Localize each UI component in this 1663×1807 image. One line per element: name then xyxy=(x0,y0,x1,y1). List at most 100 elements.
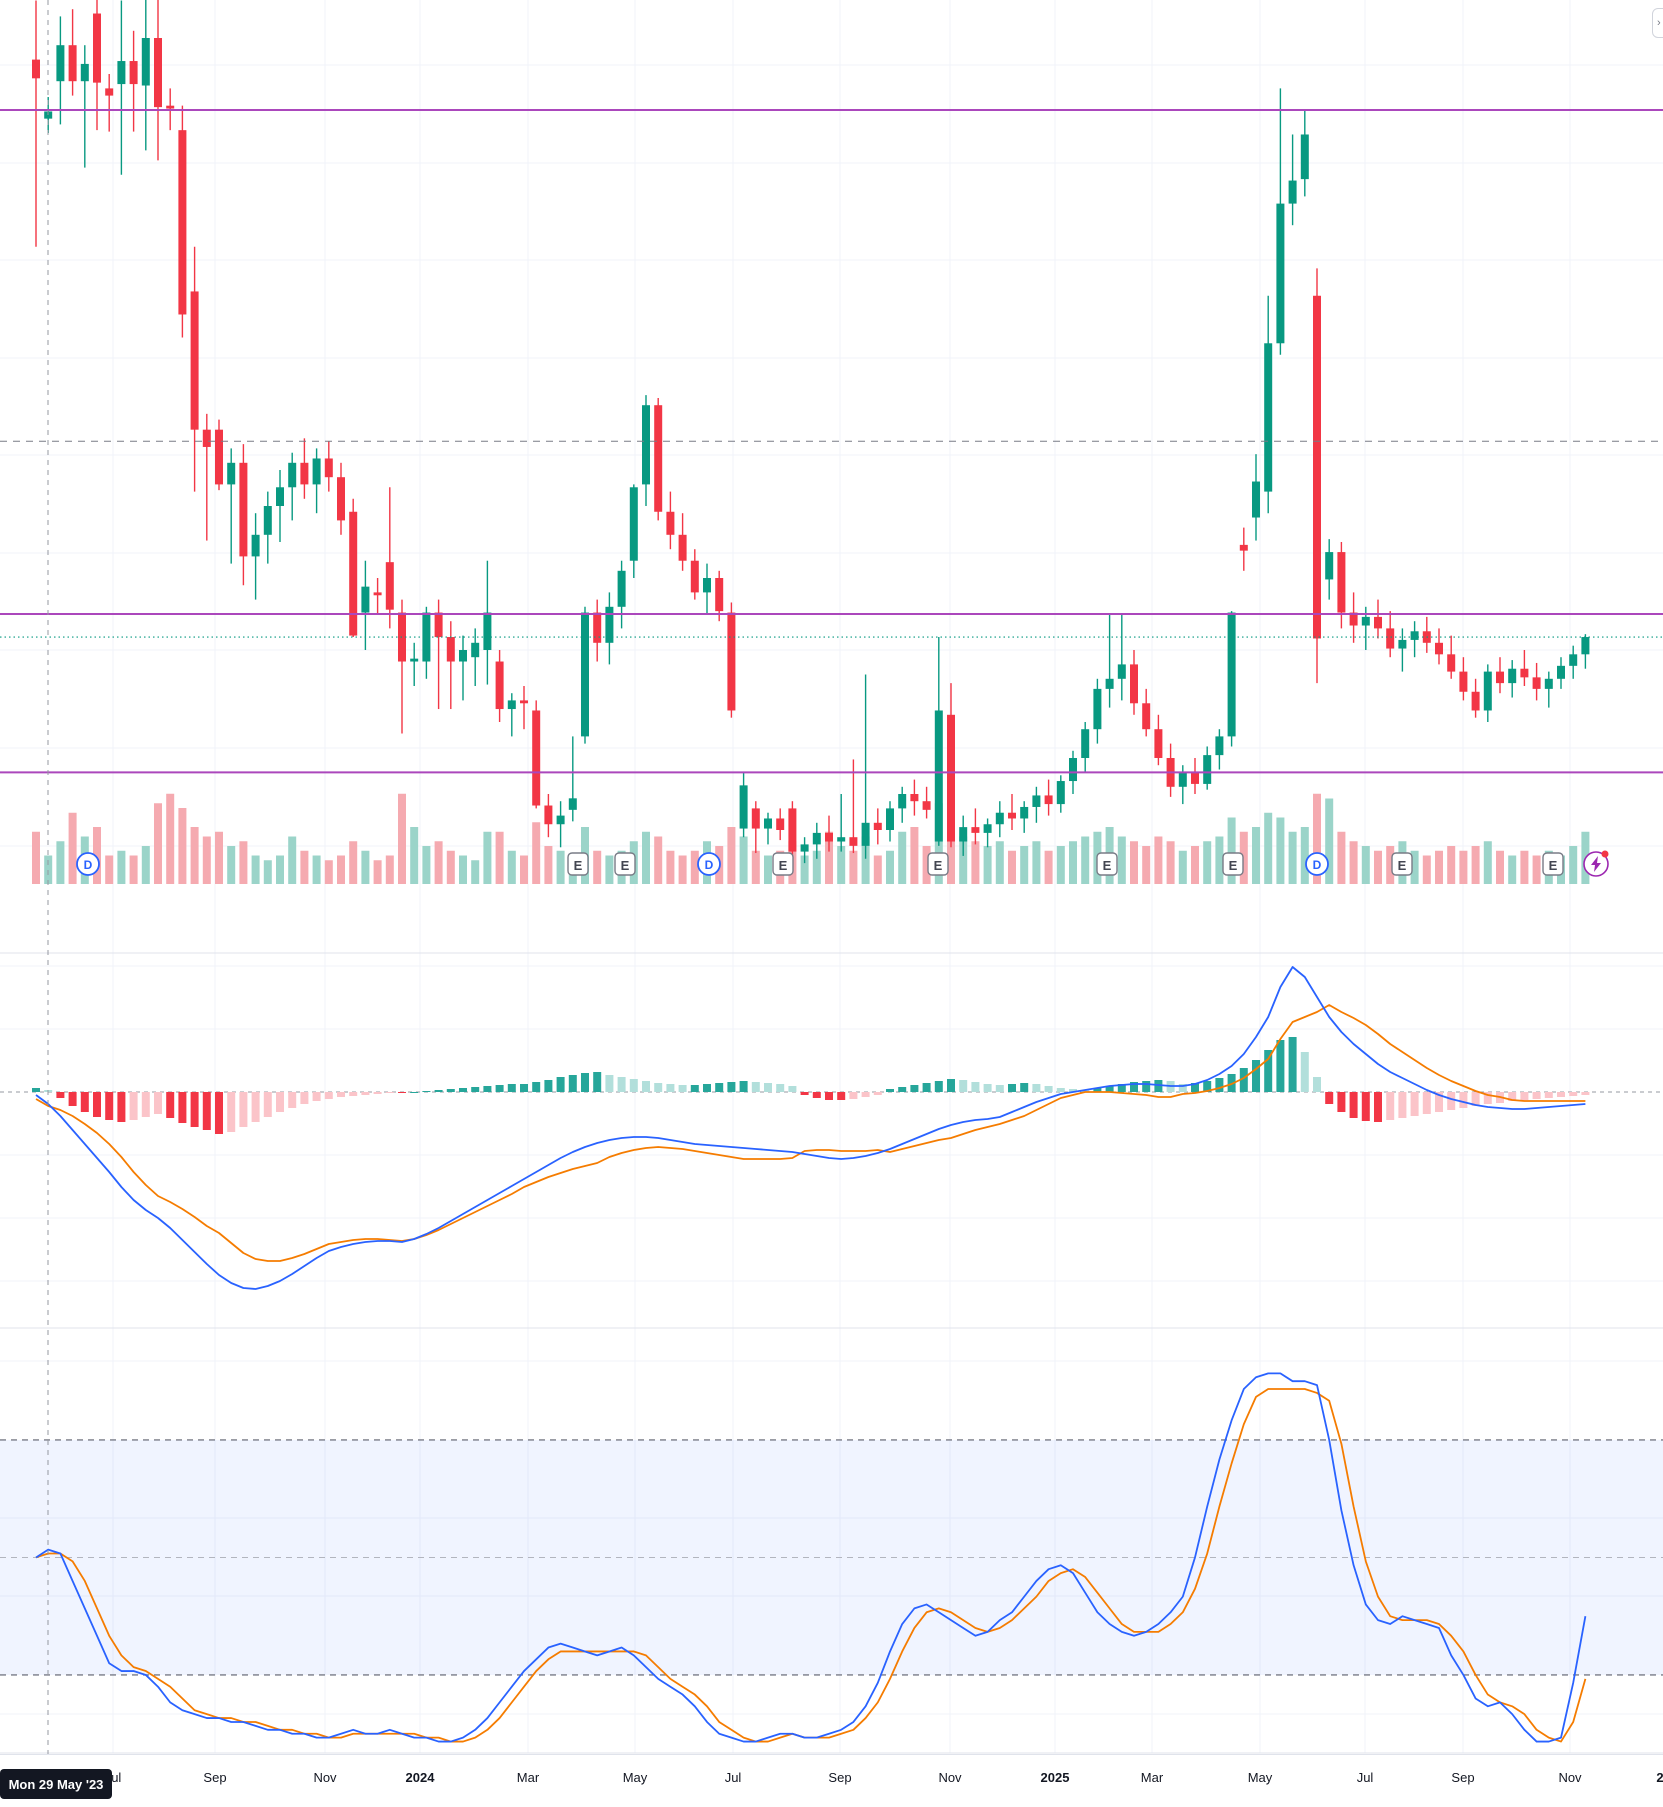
time-axis-label[interactable]: 2025 xyxy=(1040,1770,1070,1785)
volume-bar xyxy=(642,831,650,884)
time-axis-label[interactable]: Mar xyxy=(1140,1770,1164,1785)
time-axis-label[interactable]: Nov xyxy=(1558,1770,1582,1785)
volume-bar xyxy=(837,846,846,884)
dividend-marker[interactable]: D xyxy=(697,852,721,876)
macd-histogram-bar xyxy=(1264,1050,1273,1092)
candle-body xyxy=(1532,677,1541,689)
earnings-badge xyxy=(567,852,589,876)
volume-bar xyxy=(1178,850,1187,884)
volume-bar xyxy=(263,860,272,884)
macd-histogram-bar xyxy=(861,1092,870,1097)
candle-body xyxy=(373,592,382,596)
candle-body xyxy=(898,794,907,809)
earnings-marker[interactable]: E xyxy=(567,852,589,876)
time-axis-label[interactable]: Nov xyxy=(938,1770,962,1785)
candle-body xyxy=(434,612,443,638)
earnings-marker[interactable]: E xyxy=(927,852,949,876)
dividend-marker[interactable]: D xyxy=(76,852,100,876)
volume-bar xyxy=(1166,841,1175,884)
candle-body xyxy=(68,45,77,82)
candle-body xyxy=(1130,664,1138,704)
macd-histogram-bar xyxy=(178,1092,187,1123)
macd-histogram-bar xyxy=(471,1087,480,1092)
candle-body xyxy=(910,794,919,802)
macd-histogram-bar xyxy=(788,1086,797,1092)
earnings-marker[interactable]: E xyxy=(1222,852,1244,876)
candle-body xyxy=(642,405,650,485)
volume-bar xyxy=(544,846,553,884)
price-lines[interactable] xyxy=(0,109,1663,774)
macd-histogram-bar xyxy=(1544,1092,1553,1098)
earnings-badge xyxy=(1542,852,1564,876)
time-axis-label[interactable]: 2 xyxy=(1656,1770,1663,1785)
macd-histogram-bar xyxy=(1093,1088,1102,1092)
candle-body xyxy=(251,534,260,557)
time-axis-label[interactable]: May xyxy=(1247,1770,1273,1785)
earnings-marker[interactable]: E xyxy=(1096,852,1118,876)
time-axis-label[interactable]: Jul xyxy=(724,1770,742,1785)
volume-bar xyxy=(764,855,772,884)
lightning-icon[interactable] xyxy=(1583,850,1609,877)
volume-bar xyxy=(886,850,894,884)
time-axis-label[interactable]: Sep xyxy=(203,1770,227,1785)
time-axis-label[interactable]: Nov xyxy=(313,1770,337,1785)
stochastic-k-line xyxy=(35,1372,1587,1743)
macd-histogram-bar xyxy=(215,1092,223,1134)
candle-body xyxy=(1020,806,1029,819)
time-axis-label[interactable]: 2024 xyxy=(405,1770,435,1785)
candle-body xyxy=(227,462,236,485)
time-axis-label[interactable]: Sep xyxy=(828,1770,852,1785)
macd-histogram-bar xyxy=(1398,1092,1407,1118)
earnings-letter: E xyxy=(621,858,630,873)
macd-histogram-bar xyxy=(398,1092,406,1093)
volume-bar xyxy=(1374,850,1382,884)
volume-bar xyxy=(751,850,760,884)
volume-bar xyxy=(1300,827,1309,884)
macd-panel[interactable] xyxy=(0,966,1663,1290)
volume-bar xyxy=(1337,831,1346,884)
macd-histogram-bar xyxy=(1337,1092,1346,1112)
chevron-right-icon[interactable]: › xyxy=(1652,8,1663,38)
macd-histogram-bar xyxy=(1081,1090,1090,1092)
macd-histogram-bar xyxy=(1374,1092,1382,1122)
macd-histogram-bar xyxy=(910,1085,919,1092)
candle-body xyxy=(1288,180,1297,204)
volume-bar xyxy=(178,808,187,884)
volume-bar xyxy=(1569,846,1578,884)
time-axis[interactable] xyxy=(0,1754,1663,1807)
time-axis-label[interactable]: May xyxy=(622,1770,648,1785)
earnings-marker[interactable]: E xyxy=(1391,852,1413,876)
candle-body xyxy=(1374,616,1382,629)
earnings-letter: E xyxy=(1103,858,1112,873)
time-axis-label[interactable]: Jul xyxy=(1356,1770,1374,1785)
volume-bar xyxy=(239,841,248,884)
earnings-letter: E xyxy=(779,858,788,873)
dividend-marker[interactable]: D xyxy=(1305,852,1329,876)
volume-bar xyxy=(739,836,748,884)
candle-body xyxy=(105,88,114,96)
candle-body xyxy=(1544,678,1553,689)
candle-body xyxy=(1410,631,1419,640)
volume-bar xyxy=(1325,798,1334,884)
macd-histogram-bar xyxy=(361,1092,370,1095)
volume-bar xyxy=(1056,846,1065,884)
time-axis-label[interactable]: Mar xyxy=(516,1770,540,1785)
stochastic-panel[interactable] xyxy=(35,1372,1587,1743)
volume-bar xyxy=(1447,846,1456,884)
dividend-badge xyxy=(76,852,100,876)
candle-body xyxy=(349,511,358,636)
time-axis-label[interactable]: Sep xyxy=(1451,1770,1475,1785)
macd-histogram-bar xyxy=(459,1088,467,1092)
volume-bar xyxy=(154,803,162,884)
earnings-marker[interactable]: E xyxy=(1542,852,1564,876)
candle-body xyxy=(239,462,248,557)
candle-body xyxy=(825,832,833,842)
earnings-marker[interactable]: E xyxy=(772,852,794,876)
macd-histogram-bar xyxy=(1215,1078,1224,1092)
macd-histogram-bar xyxy=(129,1092,138,1120)
earnings-marker[interactable]: E xyxy=(614,852,636,876)
candle-body xyxy=(739,785,748,829)
candle-body xyxy=(849,837,858,846)
